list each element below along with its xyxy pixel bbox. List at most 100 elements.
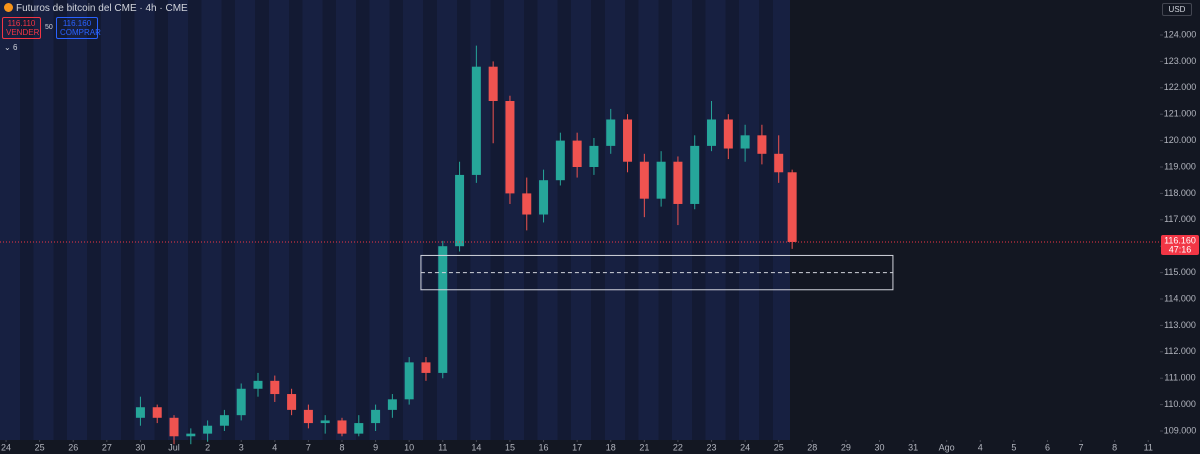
y-tick-label: 120.000 xyxy=(1164,135,1197,145)
candle-body xyxy=(270,380,280,395)
y-tick-label: 118.000 xyxy=(1164,188,1196,198)
y-tick-label: 112.000 xyxy=(1164,346,1196,356)
y-tick-label: 117.000 xyxy=(1164,214,1196,224)
candle-body xyxy=(337,420,347,434)
x-tick-label: 28 xyxy=(807,442,817,452)
x-tick-label: 7 xyxy=(306,442,311,452)
title: Futuros de bitcoin del CME · 4h · CME xyxy=(16,3,188,14)
x-tick-label: 24 xyxy=(1,442,11,452)
x-tick-label: 17 xyxy=(572,442,582,452)
candle-body xyxy=(673,161,683,204)
candle-body xyxy=(186,433,196,437)
candle-body xyxy=(287,394,297,410)
x-tick-label: 22 xyxy=(673,442,683,452)
y-tick-label: 111.000 xyxy=(1164,373,1195,383)
indicator-count: 6 xyxy=(12,43,18,52)
x-tick-label: 10 xyxy=(404,442,414,452)
candle-body xyxy=(135,407,145,418)
candle-body xyxy=(471,66,481,175)
currency-button[interactable]: USD xyxy=(1162,3,1192,16)
last-price-tag xyxy=(1161,234,1199,255)
candle-body xyxy=(522,193,532,215)
sell-button[interactable]: 116.110 VENDER xyxy=(2,17,41,39)
x-tick-label: 3 xyxy=(239,442,244,452)
spread: 50 xyxy=(45,24,53,31)
x-tick-label: 18 xyxy=(606,442,616,452)
candle-body xyxy=(152,407,162,418)
candle-body xyxy=(723,119,733,149)
session-bands xyxy=(0,0,790,440)
y-tick-label: 114.000 xyxy=(1164,293,1196,303)
x-tick-label: 6 xyxy=(1045,442,1050,452)
x-tick-label: 5 xyxy=(1011,442,1016,452)
candle-body xyxy=(787,172,797,242)
candle-body xyxy=(219,415,229,426)
candle-body xyxy=(539,180,549,215)
candle-body xyxy=(438,246,448,373)
countdown-label: 47:16 xyxy=(1169,244,1192,254)
y-tick-label: 121.000 xyxy=(1164,109,1197,119)
candle-body xyxy=(371,409,381,424)
y-tick-label: 109.000 xyxy=(1164,425,1197,435)
sell-price: 116.110 xyxy=(7,19,36,28)
x-tick-label: 23 xyxy=(707,442,717,452)
x-tick-label: 8 xyxy=(1112,442,1117,452)
candle-body xyxy=(656,161,666,199)
candle-body xyxy=(707,119,717,146)
candle-body xyxy=(757,135,767,154)
x-tick-label: 4 xyxy=(978,442,983,452)
candle-body xyxy=(169,417,179,437)
candle-body xyxy=(572,140,582,168)
x-tick-label: 16 xyxy=(539,442,549,452)
last-price-label: 116.160 xyxy=(1164,235,1196,245)
candle-body xyxy=(555,140,565,181)
candle-body xyxy=(421,362,431,373)
y-tick-label: 123.000 xyxy=(1164,56,1197,66)
candle-body xyxy=(203,425,213,434)
candle-body xyxy=(740,135,750,149)
x-tick-label: 2 xyxy=(205,442,210,452)
x-tick-label: 7 xyxy=(1079,442,1084,452)
x-tick-label: 25 xyxy=(774,442,784,452)
y-tick-label: 124.000 xyxy=(1164,29,1197,39)
candle-body xyxy=(320,420,330,424)
y-tick-label: 113.000 xyxy=(1164,320,1196,330)
y-tick-label: 110.000 xyxy=(1164,399,1196,409)
indicators-toggle[interactable]: ⌄ 6 xyxy=(4,43,18,52)
buy-label: COMPRAR xyxy=(60,28,101,37)
sell-label: VENDER xyxy=(6,28,40,37)
candle-body xyxy=(639,161,649,199)
candle-body xyxy=(303,409,313,424)
x-tick-label: 11 xyxy=(438,442,447,452)
x-tick-label: 21 xyxy=(639,442,649,452)
candle-body xyxy=(623,119,633,162)
candle-body xyxy=(774,153,784,173)
x-tick-label: 15 xyxy=(505,442,515,452)
x-tick-label: 11 xyxy=(1144,442,1153,452)
candle-body xyxy=(488,66,498,102)
candle-body xyxy=(606,119,616,146)
time-axis xyxy=(0,440,1160,454)
candle-body xyxy=(387,399,397,410)
symbol-title[interactable]: Futuros de bitcoin del CME · 4h · CME xyxy=(4,3,188,14)
buy-price: 116.160 xyxy=(62,19,92,28)
candle-body xyxy=(404,362,414,400)
candle-body xyxy=(253,380,263,389)
buy-button[interactable]: 116.160 COMPRAR xyxy=(56,17,101,39)
x-tick-label: 29 xyxy=(841,442,851,452)
bitcoin-icon xyxy=(4,3,13,12)
x-tick-label: Ago xyxy=(939,442,955,452)
y-tick-label: 122.000 xyxy=(1164,82,1197,92)
x-tick-label: 24 xyxy=(740,442,750,452)
y-tick-label: 115.000 xyxy=(1164,267,1196,277)
x-tick-label: Jul xyxy=(168,442,180,452)
y-tick-label: 119.000 xyxy=(1164,161,1196,171)
candle-body xyxy=(236,388,246,416)
candle-body xyxy=(589,145,599,168)
x-tick-label: 31 xyxy=(908,442,918,452)
x-tick-label: 25 xyxy=(35,442,45,452)
candle-body xyxy=(354,423,364,434)
price-axis xyxy=(1160,0,1200,454)
